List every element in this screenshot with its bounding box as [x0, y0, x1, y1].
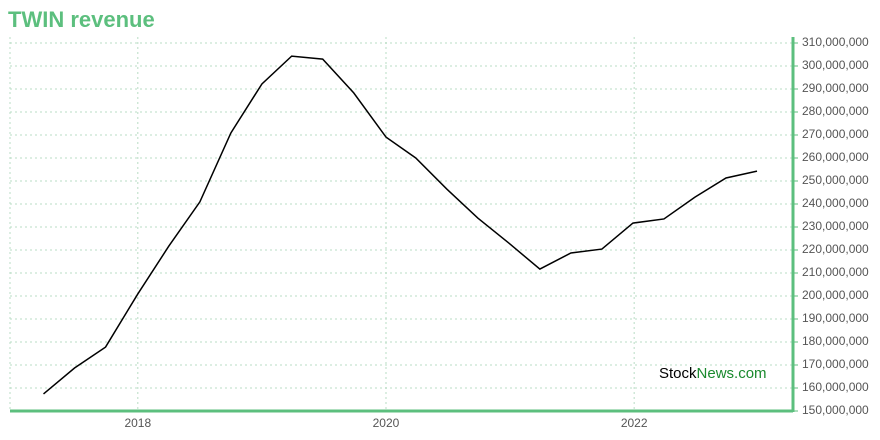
y-tick-label: 160,000,000 [802, 380, 869, 394]
chart-title: TWIN revenue [8, 7, 155, 32]
y-tick-label: 220,000,000 [802, 242, 869, 256]
y-tick-label: 180,000,000 [802, 334, 869, 348]
watermark: StockNews.com [659, 365, 767, 382]
y-tick-label: 260,000,000 [802, 150, 869, 164]
line [43, 55, 758, 395]
watermark-suffix: News.com [697, 365, 767, 382]
x-tick-label: 2020 [373, 416, 400, 430]
y-tick-label: 310,000,000 [802, 35, 869, 49]
y-tick-label: 270,000,000 [802, 127, 869, 141]
y-tick-label: 210,000,000 [802, 265, 869, 279]
y-tick-label: 150,000,000 [802, 403, 869, 417]
y-tick-label: 250,000,000 [802, 173, 869, 187]
y-tick-label: 290,000,000 [802, 81, 869, 95]
watermark-prefix: Stock [659, 365, 697, 382]
y-tick-label: 300,000,000 [802, 58, 869, 72]
y-tick-label: 190,000,000 [802, 311, 869, 325]
x-tick-label: 2022 [621, 416, 648, 430]
x-tick-label: 2018 [124, 416, 151, 430]
y-tick-label: 280,000,000 [802, 104, 869, 118]
y-tick-label: 170,000,000 [802, 357, 869, 371]
y-tick-label: 230,000,000 [802, 219, 869, 233]
y-tick-label: 200,000,000 [802, 288, 869, 302]
y-tick-label: 240,000,000 [802, 196, 869, 210]
